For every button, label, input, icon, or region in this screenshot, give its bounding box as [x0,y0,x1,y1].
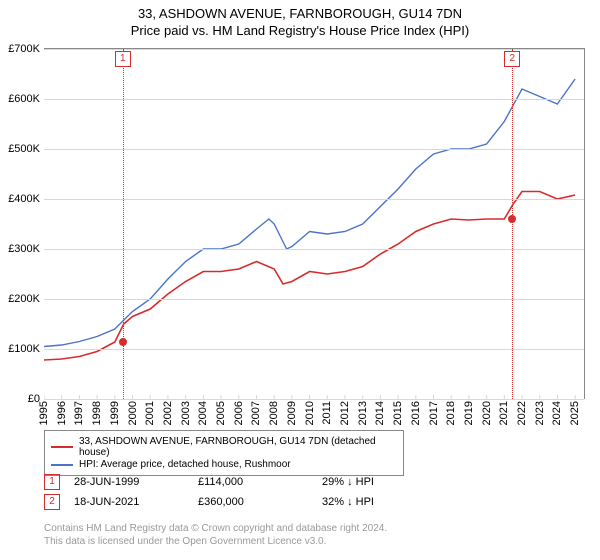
x-tick-label: 2023 [534,401,546,425]
x-tick-label: 2002 [162,401,174,425]
gridline [44,399,584,400]
y-tick-label: £700K [8,43,40,55]
marker-table-price: £114,000 [198,476,308,488]
marker-table-row: 1 28-JUN-1999 £114,000 29% ↓ HPI [44,474,432,490]
markers-table: 1 28-JUN-1999 £114,000 29% ↓ HPI 2 18-JUN-202… [44,470,432,514]
legend-swatch-2 [51,464,73,466]
title-block: 33, ASHDOWN AVENUE, FARNBOROUGH, GU14 7D… [0,0,600,38]
legend-label-1: 33, ASHDOWN AVENUE, FARNBOROUGH, GU14 7D… [79,436,397,458]
x-tick-label: 2020 [481,401,493,425]
x-tick-label: 2011 [321,401,333,425]
x-tick-label: 1996 [56,401,68,425]
legend-row-1: 33, ASHDOWN AVENUE, FARNBOROUGH, GU14 7D… [51,436,397,458]
x-tick-label: 2024 [551,401,563,425]
y-tick-label: £400K [8,193,40,205]
x-tick-label: 2017 [428,401,440,425]
x-tick-label: 2008 [268,401,280,425]
y-tick-label: £100K [8,343,40,355]
legend-label-2: HPI: Average price, detached house, Rush… [79,459,291,470]
x-tick-label: 2006 [233,401,245,425]
legend-swatch-1 [51,446,73,448]
x-tick-label: 2000 [127,401,139,425]
x-tick-label: 2007 [250,401,262,425]
chart-area: £0£100K£200K£300K£400K£500K£600K£700K199… [44,48,585,399]
marker-point [119,338,127,346]
x-tick-label: 2012 [339,401,351,425]
title-line-2: Price paid vs. HM Land Registry's House … [0,23,600,38]
x-tick-label: 2004 [197,401,209,425]
marker-table-date: 28-JUN-1999 [74,476,184,488]
x-tick-label: 1998 [91,401,103,425]
gridline [44,149,584,150]
marker-box: 1 [115,51,131,67]
gridline [44,349,584,350]
x-tick-label: 2025 [569,401,581,425]
x-tick-label: 2013 [357,401,369,425]
x-tick-label: 2022 [516,401,528,425]
marker-table-row: 2 18-JUN-2021 £360,000 32% ↓ HPI [44,494,432,510]
marker-table-delta: 29% ↓ HPI [322,476,432,488]
marker-table-price: £360,000 [198,496,308,508]
x-tick-label: 2001 [144,401,156,425]
title-line-1: 33, ASHDOWN AVENUE, FARNBOROUGH, GU14 7D… [0,6,600,21]
footer-text: Contains HM Land Registry data © Crown c… [44,522,387,548]
marker-table-box: 1 [44,474,60,490]
marker-table-box: 2 [44,494,60,510]
gridline [44,49,584,50]
x-tick-label: 2014 [374,401,386,425]
marker-box: 2 [504,51,520,67]
y-tick-label: £500K [8,143,40,155]
y-tick-label: £300K [8,243,40,255]
vertical-marker-line [123,49,124,399]
x-tick-label: 2019 [463,401,475,425]
footer-line-2: This data is licensed under the Open Gov… [44,535,387,548]
y-tick-label: £200K [8,293,40,305]
gridline [44,249,584,250]
x-tick-label: 2016 [410,401,422,425]
x-tick-label: 2015 [392,401,404,425]
x-tick-label: 2018 [445,401,457,425]
x-tick-label: 1999 [109,401,121,425]
y-tick-label: £600K [8,93,40,105]
x-tick-label: 2009 [286,401,298,425]
plot-svg [44,49,584,399]
gridline [44,299,584,300]
x-tick-label: 2005 [215,401,227,425]
x-tick-label: 1995 [38,401,50,425]
chart-container: 33, ASHDOWN AVENUE, FARNBOROUGH, GU14 7D… [0,0,600,560]
x-tick-label: 2010 [304,401,316,425]
x-tick-label: 2021 [498,401,510,425]
marker-table-date: 18-JUN-2021 [74,496,184,508]
gridline [44,199,584,200]
gridline [44,99,584,100]
marker-table-delta: 32% ↓ HPI [322,496,432,508]
footer-line-1: Contains HM Land Registry data © Crown c… [44,522,387,535]
legend-row-2: HPI: Average price, detached house, Rush… [51,459,397,470]
x-tick-label: 2003 [180,401,192,425]
x-tick-label: 1997 [73,401,85,425]
marker-point [508,215,516,223]
vertical-marker-line [512,49,513,399]
